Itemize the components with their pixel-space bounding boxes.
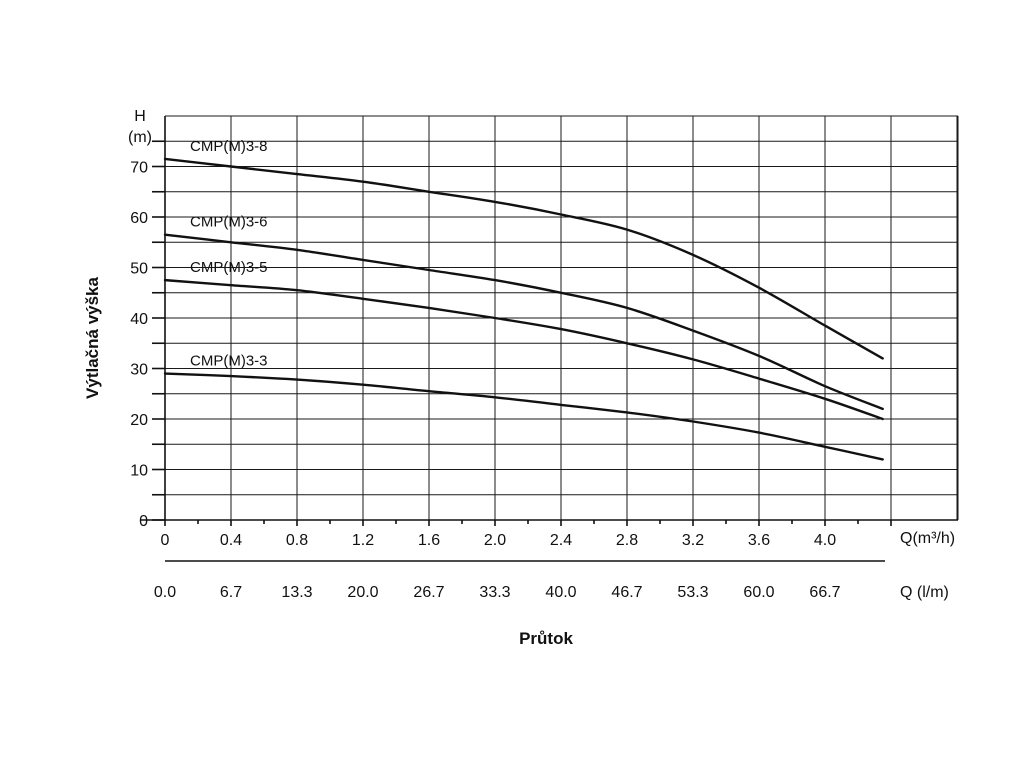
series-label: CMP(M)3-3 xyxy=(190,353,268,370)
x2-tick-label: 13.3 xyxy=(281,584,312,601)
y-tick-label: 70 xyxy=(130,160,148,177)
curve-cmpm3-8 xyxy=(163,157,884,360)
y-tick-label: 40 xyxy=(130,311,148,328)
x-unit-primary: Q(m³/h) xyxy=(900,530,955,547)
curve-cmpm3-6 xyxy=(163,233,884,411)
x2-tick-label: 6.7 xyxy=(220,584,242,601)
x2-tick-label: 26.7 xyxy=(413,584,444,601)
y-axis-title: Výtlačná výška xyxy=(83,276,102,398)
x2-tick-label: 60.0 xyxy=(743,584,774,601)
x-unit-secondary: Q (l/m) xyxy=(900,584,949,601)
x2-tick-label: 40.0 xyxy=(545,584,576,601)
grid-layer xyxy=(165,115,959,520)
y-tick-label: 0 xyxy=(139,513,148,530)
x-tick-label: 2.4 xyxy=(550,532,572,549)
label-layer: 0 10 20 30 40 50 60 70 0 0.4 0.8 1.2 1.6 2.0 2.4 2.8 3.2… xyxy=(130,138,840,601)
y-unit-bottom: (m) xyxy=(128,129,152,146)
series-label: CMP(M)3-5 xyxy=(190,259,268,276)
curve-cmpm3-3 xyxy=(163,372,884,461)
curve-layer xyxy=(163,157,884,461)
y-tick-label: 60 xyxy=(130,210,148,227)
y-tick-label: 20 xyxy=(130,412,148,429)
x2-tick-label: 46.7 xyxy=(611,584,642,601)
x-tick-label: 3.6 xyxy=(748,532,770,549)
x-tick-label: 0.4 xyxy=(220,532,242,549)
x-tick-label: 1.2 xyxy=(352,532,374,549)
x-tick-label: 0.8 xyxy=(286,532,308,549)
y-tick-label: 30 xyxy=(130,362,148,379)
y-tick-label: 10 xyxy=(130,463,148,480)
x-axis-title: Průtok xyxy=(519,629,573,648)
x-tick-label: 1.6 xyxy=(418,532,440,549)
x2-tick-label: 66.7 xyxy=(809,584,840,601)
series-label: CMP(M)3-8 xyxy=(190,138,268,155)
x2-tick-label: 53.3 xyxy=(677,584,708,601)
x-tick-label: 2.8 xyxy=(616,532,638,549)
x2-tick-label: 20.0 xyxy=(347,584,378,601)
x2-tick-label: 0.0 xyxy=(154,584,176,601)
y-unit-top: H xyxy=(134,108,146,125)
x-tick-label: 4.0 xyxy=(814,532,836,549)
y-tick-label: 50 xyxy=(130,261,148,278)
x-tick-label: 2.0 xyxy=(484,532,506,549)
series-label: CMP(M)3-6 xyxy=(190,214,268,231)
x-tick-label: 3.2 xyxy=(682,532,704,549)
axis-layer xyxy=(140,116,958,562)
x-tick-label: 0 xyxy=(161,532,170,549)
x2-tick-label: 33.3 xyxy=(479,584,510,601)
curve-cmpm3-5 xyxy=(163,278,884,421)
